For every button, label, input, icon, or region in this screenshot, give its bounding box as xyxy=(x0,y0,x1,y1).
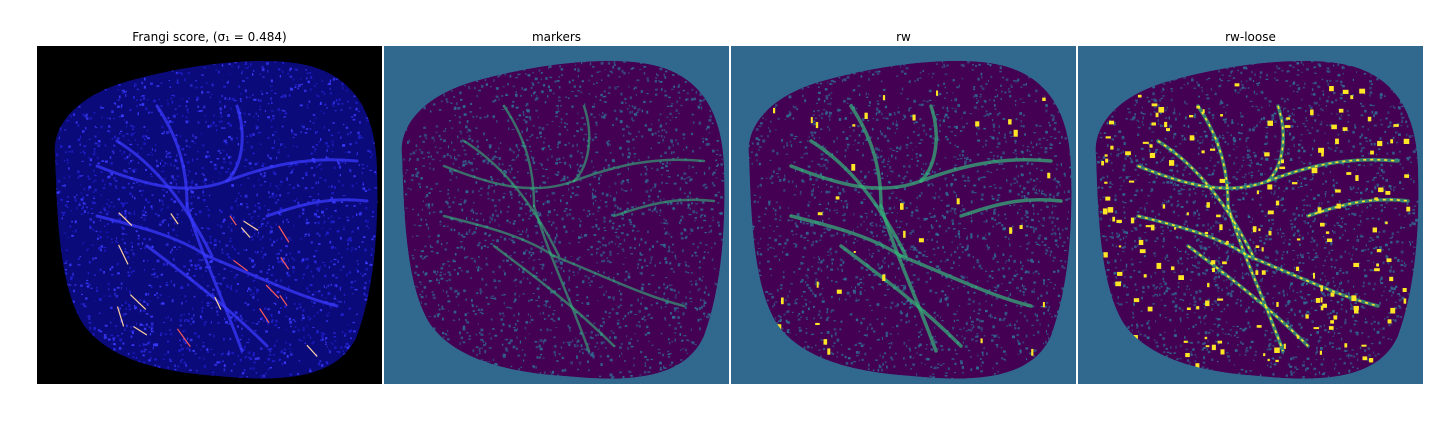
panel-title-rw: rw xyxy=(896,30,911,44)
rw-loose-image xyxy=(1078,46,1423,384)
rw-image xyxy=(731,46,1076,384)
frangi-score-image xyxy=(37,46,382,384)
panel-title-frangi: Frangi score, (σ₁ = 0.484) xyxy=(132,30,287,44)
panel-title-rw-loose: rw-loose xyxy=(1225,30,1276,44)
markers-image xyxy=(384,46,729,384)
panel-title-markers: markers xyxy=(531,30,582,44)
